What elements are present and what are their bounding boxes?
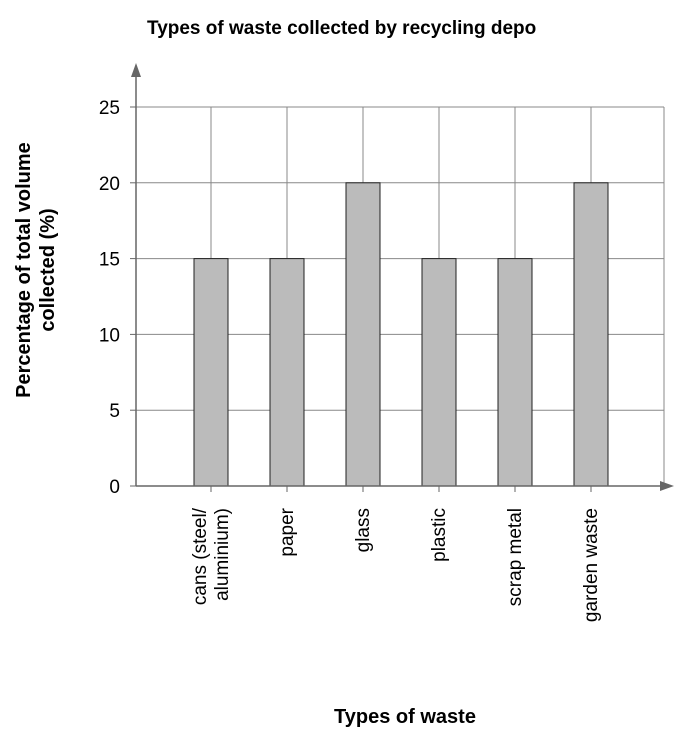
y-tick-label: 10 (99, 325, 120, 346)
y-tick-label: 15 (99, 250, 120, 271)
x-category-label: plastic (429, 508, 450, 562)
bar (497, 258, 533, 487)
bar (345, 182, 381, 487)
x-category-label: garden waste (581, 508, 602, 622)
x-category-label: scrap metal (505, 508, 526, 606)
y-tick-label: 25 (99, 98, 120, 119)
bar (269, 258, 305, 487)
bar (573, 182, 609, 487)
y-axis-arrow (131, 63, 141, 77)
bar (193, 258, 229, 487)
y-axis-title: Percentage of total volume collected (%) (13, 142, 59, 398)
bar (421, 258, 457, 487)
x-category-label: glass (353, 508, 374, 552)
y-tick-label: 0 (109, 477, 120, 498)
y-tick-label: 5 (109, 401, 120, 422)
x-category-label: cans (steel/ (190, 507, 211, 605)
x-axis-arrow (660, 481, 674, 491)
labels: 0 5 10 15 20 25 cans (steel/aluminium) paper gla… (99, 98, 602, 622)
x-category-label: aluminium) (212, 508, 233, 601)
x-axis-title: Types of waste (334, 706, 476, 728)
y-axis-title-line: Percentage of total volume (13, 142, 35, 398)
y-tick-label: 20 (99, 174, 120, 195)
y-axis-title-line: collected (%) (37, 208, 59, 331)
x-category-label: paper (277, 507, 298, 556)
bars (193, 182, 609, 487)
axes (130, 63, 674, 492)
chart-title: Types of waste collected by recycling de… (147, 18, 537, 39)
